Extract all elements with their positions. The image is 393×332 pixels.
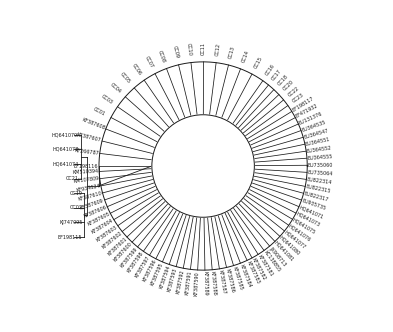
Text: KF387598: KF387598 bbox=[127, 251, 145, 274]
Text: KF387583: KF387583 bbox=[245, 260, 260, 285]
Text: CC10: CC10 bbox=[186, 43, 193, 56]
Text: HQ641073: HQ641073 bbox=[295, 211, 321, 227]
Text: KF387594: KF387594 bbox=[158, 265, 171, 290]
Text: KF387596: KF387596 bbox=[142, 259, 158, 283]
Text: KF266787: KF266787 bbox=[74, 148, 99, 156]
Text: CC01: CC01 bbox=[92, 106, 106, 117]
Text: KM107809: KM107809 bbox=[73, 176, 100, 184]
Text: KF387604: KF387604 bbox=[91, 218, 114, 235]
Text: EU822317: EU822317 bbox=[303, 191, 329, 203]
Text: KF387588: KF387588 bbox=[210, 270, 217, 295]
Text: CC08: CC08 bbox=[157, 49, 167, 63]
Text: HQ641075: HQ641075 bbox=[291, 217, 316, 235]
Text: KF387603: KF387603 bbox=[95, 224, 119, 242]
Text: KF387587: KF387587 bbox=[217, 269, 226, 294]
Text: HQ641074: HQ641074 bbox=[53, 161, 79, 166]
Text: KF387582: KF387582 bbox=[250, 258, 266, 282]
Text: EF198116: EF198116 bbox=[73, 163, 98, 169]
Text: KF387586: KF387586 bbox=[224, 268, 235, 293]
Circle shape bbox=[152, 115, 254, 217]
Text: CC23: CC23 bbox=[292, 92, 305, 104]
Text: CC02: CC02 bbox=[70, 205, 83, 210]
Text: CC17: CC17 bbox=[271, 68, 283, 81]
Text: KF387605: KF387605 bbox=[86, 211, 111, 227]
Text: CC07: CC07 bbox=[144, 55, 154, 69]
Text: HQ641079I: HQ641079I bbox=[51, 132, 79, 137]
Text: CC09: CC09 bbox=[171, 45, 179, 59]
Text: CC05: CC05 bbox=[119, 71, 132, 85]
Text: EU131376: EU131376 bbox=[298, 111, 323, 126]
Text: CC03: CC03 bbox=[100, 93, 114, 105]
Text: CC06: CC06 bbox=[131, 62, 142, 76]
Text: CC22: CC22 bbox=[287, 85, 300, 98]
Text: HQ641077: HQ641077 bbox=[283, 229, 307, 249]
Text: EU822314: EU822314 bbox=[307, 177, 332, 185]
Text: KF387584: KF387584 bbox=[239, 263, 252, 288]
Text: CC20: CC20 bbox=[282, 79, 295, 92]
Text: KF387606: KF387606 bbox=[83, 205, 107, 219]
Text: HQ641078: HQ641078 bbox=[53, 147, 79, 152]
Text: CC12: CC12 bbox=[215, 43, 221, 56]
Text: KF387593: KF387593 bbox=[167, 267, 178, 292]
Text: EF198117: EF198117 bbox=[291, 96, 315, 113]
Text: EU935735: EU935735 bbox=[301, 198, 327, 211]
Text: HQ641076: HQ641076 bbox=[287, 223, 312, 242]
Text: HQ641071: HQ641071 bbox=[298, 205, 324, 219]
Text: KF387589: KF387589 bbox=[202, 271, 208, 296]
Text: KF387602: KF387602 bbox=[101, 230, 123, 250]
Text: EU822315: EU822315 bbox=[305, 184, 331, 194]
Text: KF387608: KF387608 bbox=[81, 118, 106, 131]
Text: CC19: CC19 bbox=[70, 191, 83, 196]
Text: KJ747095: KJ747095 bbox=[59, 220, 83, 225]
Text: KF387609: KF387609 bbox=[80, 198, 105, 210]
Text: EF471932: EF471932 bbox=[295, 104, 319, 119]
Text: KF387592: KF387592 bbox=[176, 269, 185, 294]
Text: KF387595: KF387595 bbox=[150, 262, 164, 286]
Text: KF387600: KF387600 bbox=[113, 241, 133, 263]
Text: KF934624: KF934624 bbox=[75, 184, 101, 193]
Text: EU364535: EU364535 bbox=[301, 120, 326, 133]
Text: CC18: CC18 bbox=[277, 73, 289, 86]
Text: CC11: CC11 bbox=[201, 42, 206, 55]
Text: CC21: CC21 bbox=[66, 176, 79, 181]
Text: CC16: CC16 bbox=[264, 63, 276, 77]
Text: CC04: CC04 bbox=[109, 82, 122, 94]
Text: EU364551: EU364551 bbox=[305, 136, 331, 146]
Text: EF198115: EF198115 bbox=[58, 235, 83, 240]
Text: KF387590: KF387590 bbox=[194, 271, 200, 295]
Text: HQ641080: HQ641080 bbox=[278, 235, 301, 256]
Text: KC138855: KC138855 bbox=[263, 250, 281, 273]
Text: KF387591: KF387591 bbox=[185, 270, 193, 295]
Text: CC15: CC15 bbox=[253, 55, 263, 69]
Text: KF387599: KF387599 bbox=[119, 246, 139, 268]
Text: KF387597: KF387597 bbox=[134, 255, 151, 279]
Text: EU364555: EU364555 bbox=[307, 154, 333, 161]
Text: CC13: CC13 bbox=[228, 45, 236, 59]
Text: JX908713: JX908713 bbox=[269, 246, 288, 267]
Text: KF387581: KF387581 bbox=[257, 254, 274, 278]
Text: EU735060: EU735060 bbox=[308, 163, 333, 168]
Text: KF387607: KF387607 bbox=[77, 132, 102, 143]
Text: EU364552: EU364552 bbox=[307, 145, 332, 153]
Text: KM510394: KM510394 bbox=[73, 169, 99, 175]
Text: KF387610: KF387610 bbox=[77, 191, 102, 202]
Text: KF387601: KF387601 bbox=[107, 236, 128, 256]
Text: CC14: CC14 bbox=[241, 49, 250, 63]
Text: HQ641081: HQ641081 bbox=[273, 240, 295, 262]
Text: EU735064: EU735064 bbox=[307, 170, 333, 176]
Text: KF387585: KF387585 bbox=[231, 266, 243, 291]
Text: EU364547: EU364547 bbox=[303, 128, 329, 139]
